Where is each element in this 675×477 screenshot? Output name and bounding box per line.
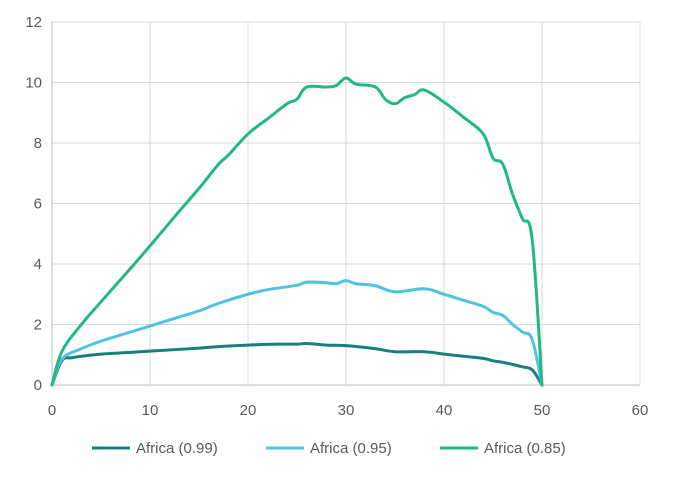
- y-tick-label: 10: [25, 75, 42, 92]
- x-tick-label: 50: [534, 402, 551, 419]
- legend-label: Africa (0.95): [310, 440, 392, 457]
- gridlines: [52, 21, 641, 385]
- series-lines: [50, 76, 544, 387]
- series-line-2: [50, 279, 544, 387]
- legend-label: Africa (0.99): [136, 440, 218, 457]
- x-tick-label: 0: [48, 402, 56, 419]
- y-tick-label: 4: [34, 256, 42, 273]
- y-tick-label: 12: [25, 14, 42, 31]
- x-tick-label: 60: [632, 402, 649, 419]
- y-tick-label: 2: [34, 317, 42, 334]
- series-line-3: [50, 76, 544, 387]
- y-tick-label: 6: [34, 196, 42, 213]
- x-tick-label: 20: [240, 402, 257, 419]
- y-tick-label: 8: [34, 135, 42, 152]
- y-tick-label: 0: [34, 377, 42, 394]
- legend-label: Africa (0.85): [484, 440, 566, 457]
- x-tick-label: 30: [338, 402, 355, 419]
- legend: Africa (0.99) Africa (0.95) Africa (0.85): [92, 440, 566, 457]
- series-line-1: [50, 342, 544, 387]
- x-tick-label: 40: [436, 402, 453, 419]
- x-tick-label: 10: [142, 402, 159, 419]
- axes: 0 2 4 6 8 10 12 0 10 20 30 40 50 60: [25, 14, 648, 419]
